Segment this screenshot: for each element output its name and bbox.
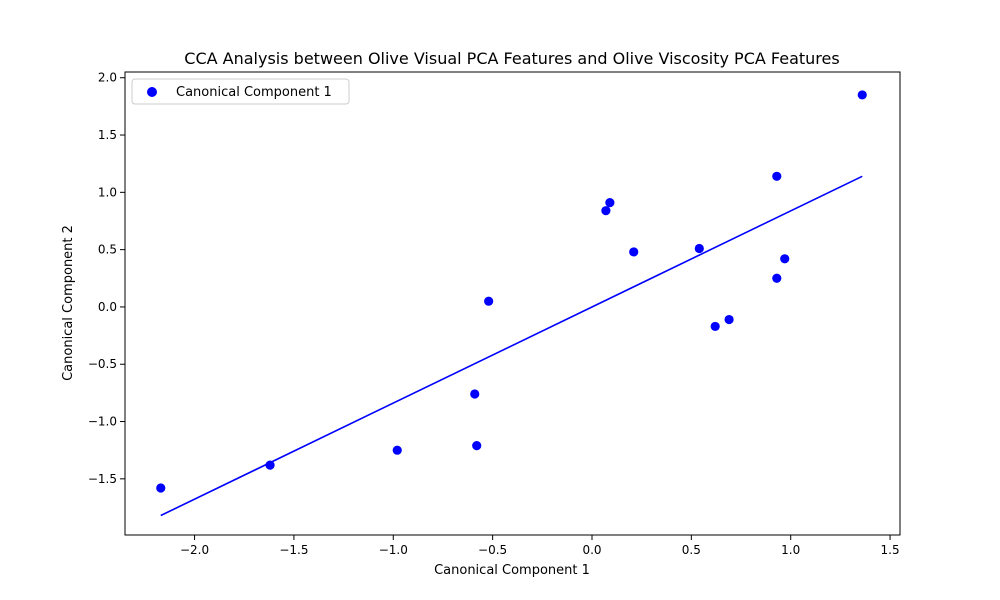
y-tick-label: −1.5 xyxy=(88,472,117,486)
y-axis-ticks: −1.5 −1.0 −0.5 0.0 0.5 1.0 1.5 2.0 xyxy=(88,71,125,486)
scatter-point xyxy=(710,321,720,332)
y-tick-label: 1.5 xyxy=(98,128,117,142)
x-tick-label: −1.5 xyxy=(279,543,308,557)
x-axis-label: Canonical Component 1 xyxy=(434,563,590,578)
y-axis-label: Canonical Component 2 xyxy=(61,225,76,381)
scatter-point xyxy=(780,254,790,264)
scatter-point xyxy=(724,314,734,325)
scatter-point xyxy=(605,198,615,208)
scatter-point xyxy=(601,206,611,216)
x-tick-label: −1.0 xyxy=(379,543,408,557)
scatter-point xyxy=(772,171,782,181)
scatter-point xyxy=(472,441,482,451)
scatter-point xyxy=(772,273,782,283)
scatter-point xyxy=(470,389,480,399)
scatter-point xyxy=(392,445,402,455)
scatter-point xyxy=(484,296,494,306)
x-tick-label: 0.0 xyxy=(582,543,601,557)
x-tick-label: 0.5 xyxy=(682,543,701,557)
scatter-point xyxy=(156,483,166,493)
legend-entry-label: Canonical Component 1 xyxy=(176,85,332,100)
scatter-points xyxy=(156,90,867,493)
scatter-point xyxy=(857,90,867,100)
y-tick-label: 0.5 xyxy=(98,243,117,257)
y-tick-label: 1.0 xyxy=(98,185,117,199)
regression-line xyxy=(160,175,863,517)
scatter-point xyxy=(265,460,275,470)
x-tick-label: −0.5 xyxy=(478,543,507,557)
axes-frame xyxy=(124,71,901,536)
y-tick-label: 0.0 xyxy=(98,300,117,314)
scatter-point xyxy=(694,243,704,254)
scatter-point xyxy=(629,247,639,257)
x-tick-label: 1.5 xyxy=(881,543,900,557)
legend: Canonical Component 1 xyxy=(131,78,350,105)
legend-marker xyxy=(147,87,157,97)
x-tick-label: 1.0 xyxy=(781,543,800,557)
fit-line-layer xyxy=(160,175,863,517)
y-tick-label: −0.5 xyxy=(88,357,117,371)
x-tick-label: −2.0 xyxy=(180,543,209,557)
legend-box xyxy=(131,78,350,105)
x-axis-ticks: −2.0 −1.5 −1.0 −0.5 0.0 0.5 1.0 1.5 xyxy=(180,535,900,557)
chart-title: CCA Analysis between Olive Visual PCA Fe… xyxy=(184,49,839,68)
y-tick-label: −1.0 xyxy=(88,415,117,429)
y-tick-label: 2.0 xyxy=(98,71,117,85)
